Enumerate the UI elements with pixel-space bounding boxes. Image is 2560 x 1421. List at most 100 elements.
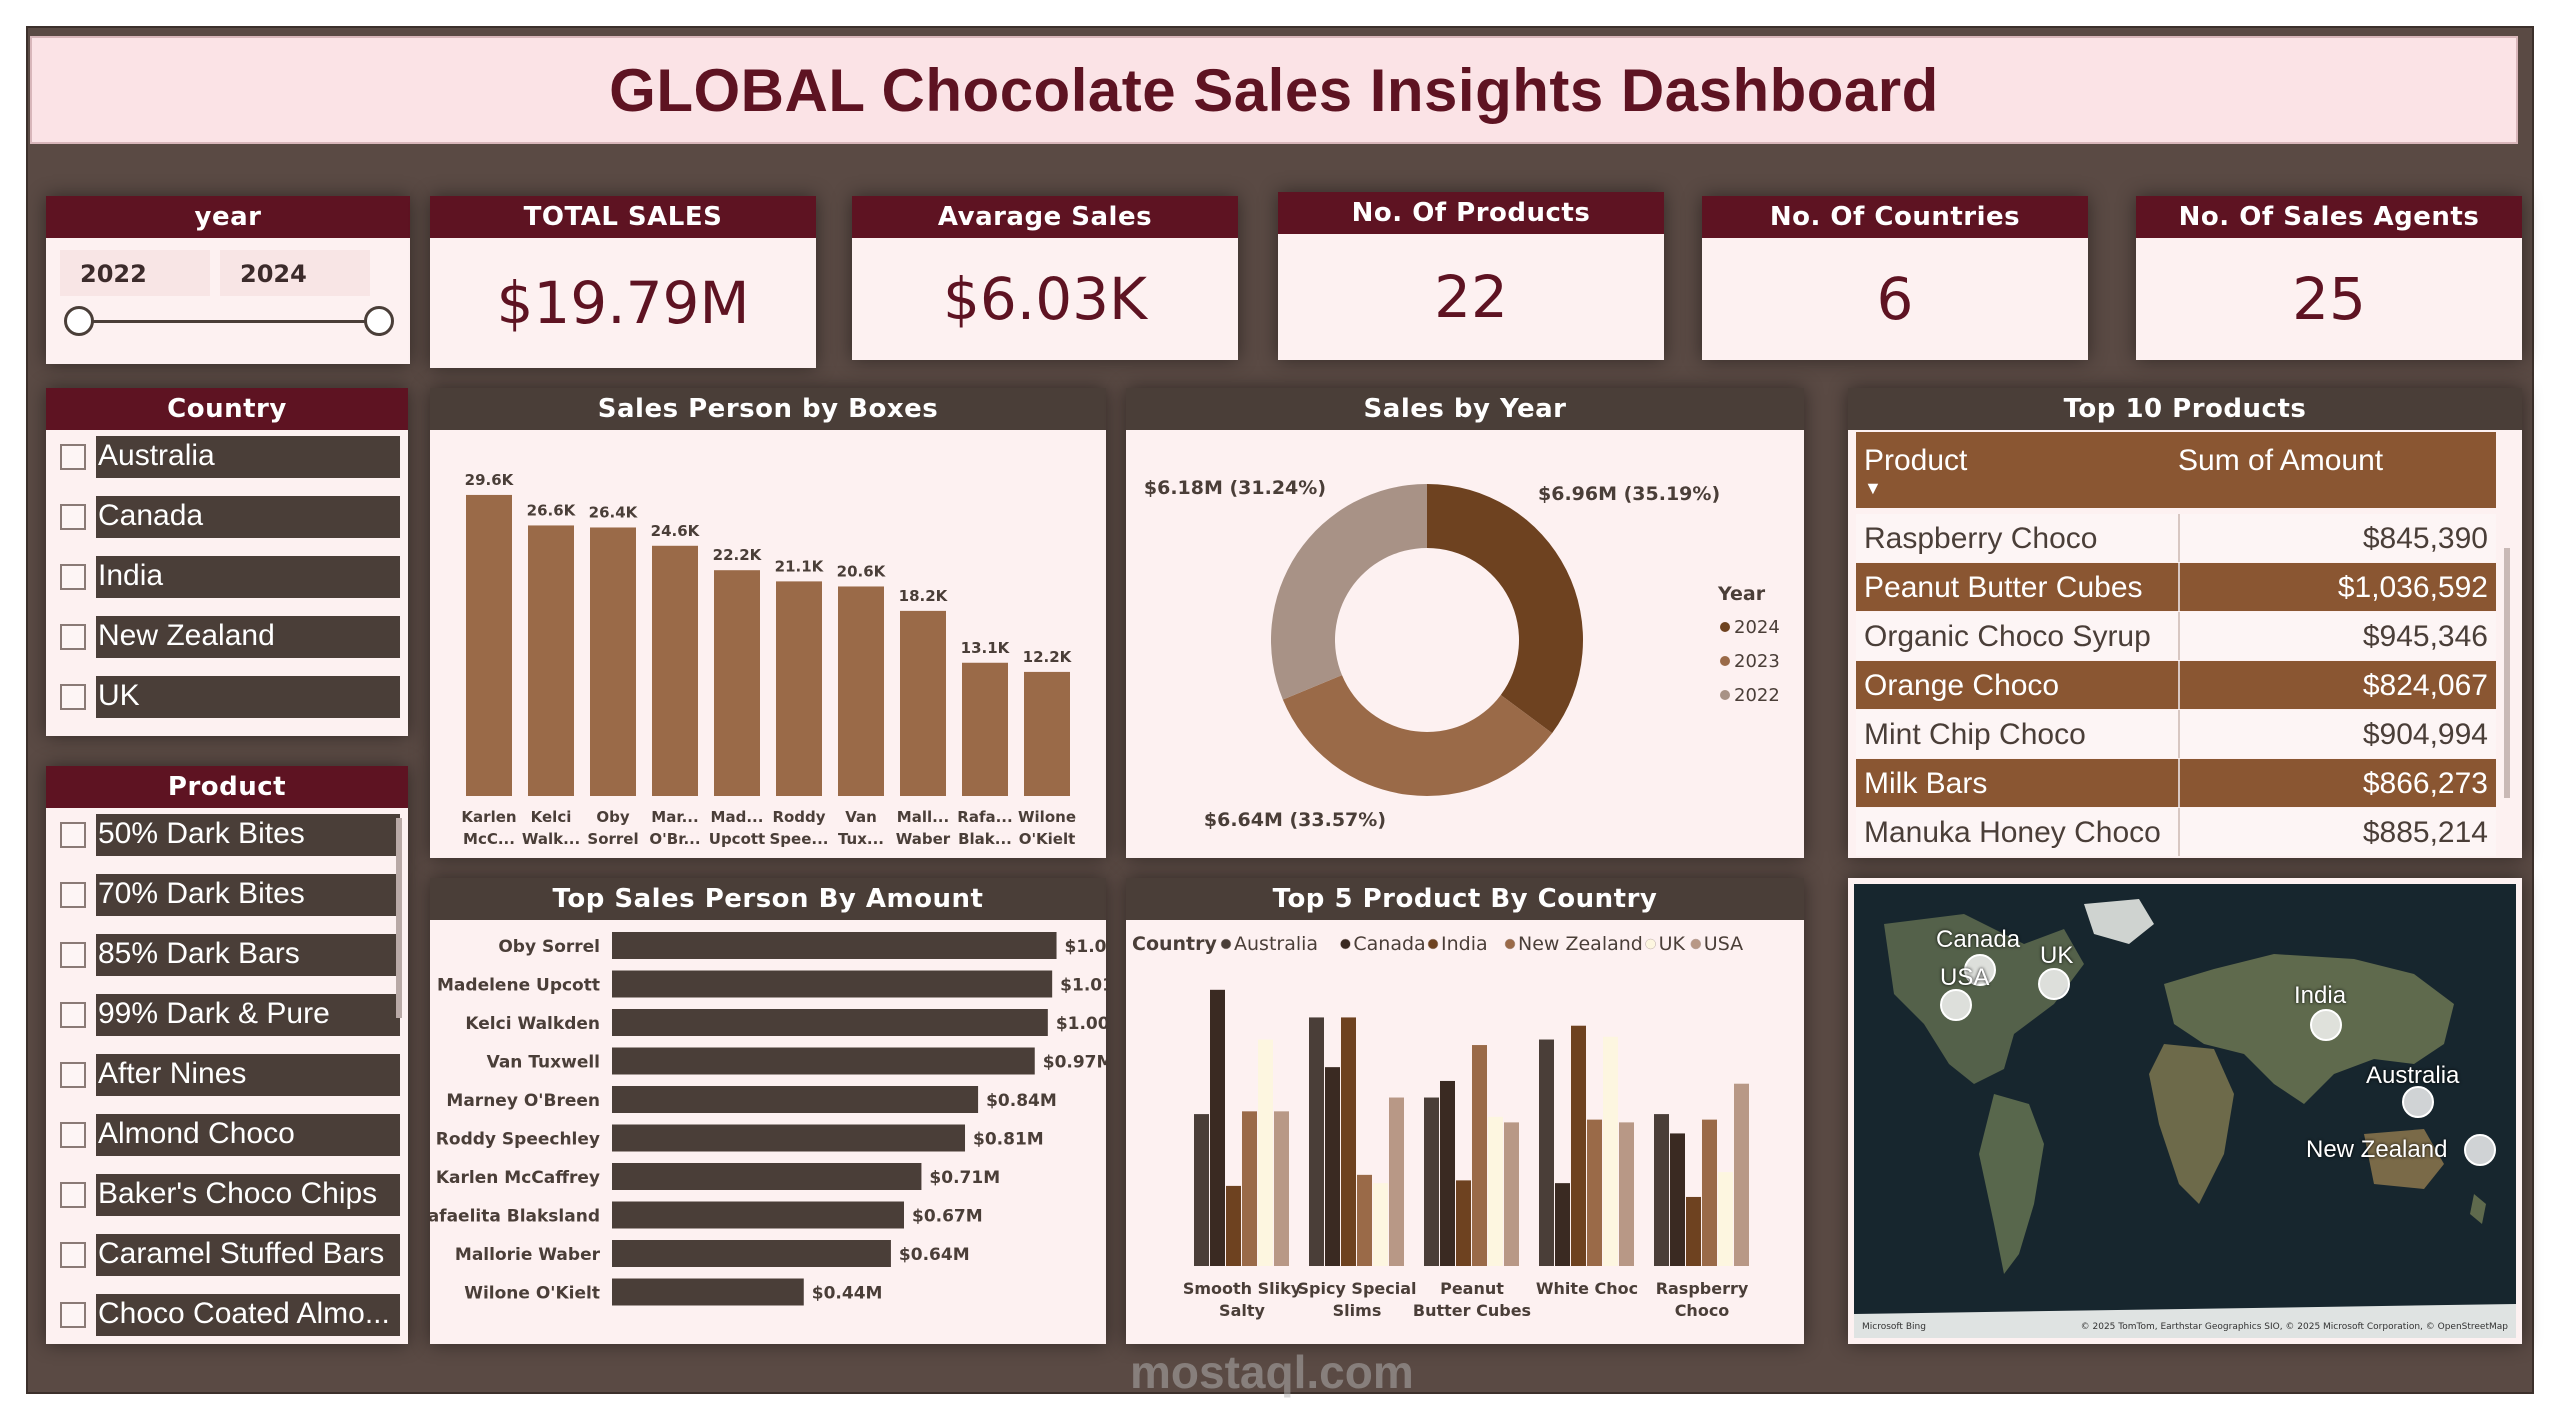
- legend-label[interactable]: Canada: [1353, 933, 1425, 955]
- bar[interactable]: [714, 570, 760, 796]
- map-marker-india[interactable]: [2310, 1009, 2342, 1041]
- bar[interactable]: [612, 1278, 804, 1306]
- checkbox[interactable]: [60, 1242, 86, 1268]
- world-map[interactable]: Canada UK USA India Australia New Zealan…: [1854, 884, 2516, 1338]
- bar[interactable]: [1504, 1122, 1519, 1266]
- product-item[interactable]: 85% Dark Bars: [60, 934, 400, 976]
- product-item[interactable]: Caramel Stuffed Bars: [60, 1234, 400, 1276]
- checkbox[interactable]: [60, 504, 86, 530]
- country-item[interactable]: New Zealand: [60, 616, 400, 658]
- product-item[interactable]: Almond Choco: [60, 1114, 400, 1156]
- table-row[interactable]: Orange Choco $824,067: [1856, 661, 2496, 709]
- bar[interactable]: [612, 1086, 979, 1113]
- country-item[interactable]: Canada: [60, 496, 400, 538]
- table-row[interactable]: Peanut Butter Cubes $1,036,592: [1856, 563, 2496, 611]
- bar[interactable]: [612, 1201, 904, 1229]
- legend-label[interactable]: 2024: [1734, 617, 1780, 638]
- product-item[interactable]: 99% Dark & Pure: [60, 994, 400, 1036]
- table-row[interactable]: Milk Bars $866,273: [1856, 759, 2496, 807]
- bar[interactable]: [1424, 1097, 1439, 1266]
- bar[interactable]: [1539, 1039, 1554, 1266]
- table-row[interactable]: Raspberry Choco $845,390: [1856, 514, 2496, 562]
- bar[interactable]: [612, 1163, 922, 1190]
- bar[interactable]: [1309, 1017, 1324, 1266]
- bar[interactable]: [612, 1047, 1035, 1075]
- map-credit-right[interactable]: © 2025 TomTom, Earthstar Geographics SIO…: [2080, 1322, 2508, 1332]
- bar[interactable]: [652, 545, 698, 796]
- bar[interactable]: [1670, 1133, 1685, 1266]
- country-item[interactable]: Australia: [60, 436, 400, 478]
- bar[interactable]: [1258, 1039, 1273, 1266]
- bar[interactable]: [1702, 1119, 1717, 1266]
- table-row[interactable]: Manuka Honey Choco $885,214: [1856, 808, 2496, 856]
- bar[interactable]: [612, 932, 1057, 959]
- bar[interactable]: [1555, 1183, 1570, 1266]
- year-slider-end-handle[interactable]: [364, 306, 394, 336]
- bar[interactable]: [1440, 1080, 1455, 1266]
- checkbox[interactable]: [60, 1122, 86, 1148]
- bar[interactable]: [1357, 1174, 1372, 1266]
- bar[interactable]: [612, 1124, 966, 1152]
- bar[interactable]: [612, 970, 1053, 998]
- donut-slice-2024[interactable]: [1427, 484, 1583, 734]
- product-item[interactable]: 50% Dark Bites: [60, 814, 400, 856]
- bar[interactable]: [1210, 989, 1225, 1266]
- year-slider-start-handle[interactable]: [64, 306, 94, 336]
- checkbox[interactable]: [60, 684, 86, 710]
- table-row[interactable]: Mint Chip Choco $904,994: [1856, 710, 2496, 758]
- checkbox[interactable]: [60, 444, 86, 470]
- map-marker-uk[interactable]: [2038, 968, 2070, 1000]
- bar[interactable]: [1603, 1036, 1618, 1266]
- bar[interactable]: [776, 581, 822, 796]
- table-row[interactable]: Organic Choco Syrup $945,346: [1856, 612, 2496, 660]
- bar[interactable]: [900, 610, 946, 796]
- bar[interactable]: [1242, 1111, 1257, 1266]
- checkbox[interactable]: [60, 564, 86, 590]
- product-item[interactable]: Baker's Choco Chips: [60, 1174, 400, 1216]
- table-scrollbar[interactable]: [2504, 548, 2510, 798]
- legend-label[interactable]: New Zealand: [1518, 933, 1643, 955]
- product-item[interactable]: Choco Coated Almo...: [60, 1294, 400, 1336]
- bar[interactable]: [1619, 1122, 1634, 1266]
- checkbox[interactable]: [60, 822, 86, 848]
- map-marker-australia[interactable]: [2402, 1086, 2434, 1118]
- bar[interactable]: [1734, 1083, 1749, 1266]
- product-list-scrollbar[interactable]: [396, 818, 402, 1018]
- legend-label[interactable]: 2023: [1734, 651, 1780, 672]
- bar[interactable]: [838, 586, 884, 796]
- bar[interactable]: [1472, 1045, 1487, 1266]
- product-item[interactable]: 70% Dark Bites: [60, 874, 400, 916]
- map-marker-new-zealand[interactable]: [2464, 1134, 2496, 1166]
- column-header-product[interactable]: Product: [1864, 444, 1968, 477]
- donut-slice-2022[interactable]: [1271, 484, 1427, 700]
- checkbox[interactable]: [60, 1302, 86, 1328]
- bar[interactable]: [1325, 1067, 1340, 1266]
- bar[interactable]: [1389, 1097, 1404, 1266]
- bar[interactable]: [1456, 1180, 1471, 1266]
- checkbox[interactable]: [60, 1182, 86, 1208]
- bar[interactable]: [1718, 1172, 1733, 1266]
- bar[interactable]: [962, 662, 1008, 796]
- product-item[interactable]: After Nines: [60, 1054, 400, 1096]
- checkbox[interactable]: [60, 1062, 86, 1088]
- bar[interactable]: [1488, 1116, 1503, 1266]
- country-item[interactable]: India: [60, 556, 400, 598]
- year-slider-track[interactable]: [78, 320, 378, 323]
- map-marker-usa[interactable]: [1940, 989, 1972, 1021]
- year-start-field[interactable]: 2022: [60, 250, 210, 296]
- country-item[interactable]: UK: [60, 676, 400, 718]
- checkbox[interactable]: [60, 942, 86, 968]
- bar[interactable]: [1341, 1017, 1356, 1266]
- bar[interactable]: [1226, 1185, 1241, 1266]
- year-end-field[interactable]: 2024: [220, 250, 370, 296]
- bar[interactable]: [1686, 1196, 1701, 1266]
- bar[interactable]: [1024, 671, 1070, 796]
- bar[interactable]: [612, 1240, 891, 1267]
- sort-down-icon[interactable]: ▼: [1864, 478, 1882, 498]
- legend-label[interactable]: USA: [1704, 933, 1743, 955]
- checkbox[interactable]: [60, 882, 86, 908]
- checkbox[interactable]: [60, 624, 86, 650]
- legend-label[interactable]: India: [1441, 933, 1488, 955]
- column-header-amount[interactable]: Sum of Amount: [2178, 444, 2384, 477]
- bar[interactable]: [612, 1009, 1048, 1036]
